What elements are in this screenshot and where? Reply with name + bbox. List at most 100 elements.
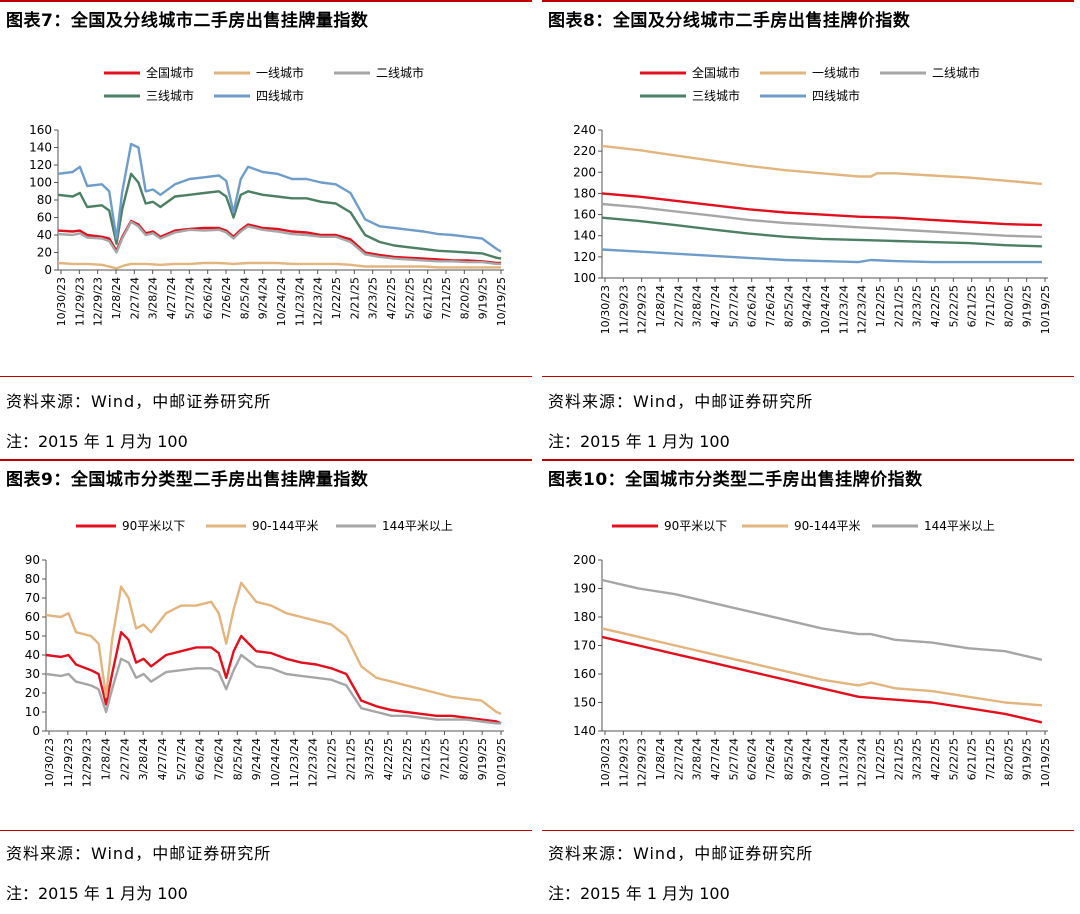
x-tick-label: 4/22/25 [382, 738, 395, 780]
series-line [57, 220, 502, 266]
y-tick-label: 10 [25, 705, 40, 719]
legend-label: 全国城市 [146, 65, 194, 80]
x-tick-label: 7/26/24 [764, 738, 777, 780]
y-tick-label: 0 [32, 724, 40, 738]
legend-label: 全国城市 [692, 65, 740, 80]
chart-title: 图表10：全国城市分类型二手房出售挂牌价指数 [548, 470, 923, 490]
x-tick-label: 6/26/24 [746, 738, 759, 780]
y-tick-label: 150 [573, 696, 596, 710]
x-tick-label: 1/28/24 [654, 285, 667, 327]
y-tick-label: 70 [25, 591, 40, 605]
x-tick-label: 10/19/25 [1039, 285, 1052, 334]
x-tick-label: 3/28/24 [147, 277, 160, 319]
x-tick-label: 8/20/25 [1002, 738, 1015, 780]
chart-title: 图表9：全国城市分类型二手房出售挂牌量指数 [6, 470, 369, 490]
footnote: 注：2015 年 1 月为 100 [548, 884, 730, 903]
x-tick-label: 9/24/24 [250, 738, 263, 780]
source-note: 资料来源：Wind，中邮证券研究所 [548, 392, 814, 411]
series-line [601, 144, 1043, 186]
x-tick-label: 4/22/25 [385, 277, 398, 319]
y-tick-label: 80 [37, 193, 52, 207]
x-tick-label: 7/26/24 [764, 285, 777, 327]
x-tick-label: 5/22/25 [401, 738, 414, 780]
footnote: 注：2015 年 1 月为 100 [6, 884, 188, 903]
x-tick-label: 2/21/25 [892, 285, 905, 327]
x-tick-label: 10/24/24 [275, 277, 288, 326]
series-line [45, 581, 502, 716]
x-tick-label: 2/21/25 [348, 277, 361, 319]
x-tick-label: 10/30/23 [43, 738, 56, 787]
legend-label: 四线城市 [812, 88, 860, 103]
x-tick-label: 8/25/24 [782, 285, 795, 327]
x-tick-label: 8/25/24 [231, 738, 244, 780]
x-tick-label: 11/23/24 [288, 738, 301, 787]
x-tick-label: 7/21/25 [984, 738, 997, 780]
x-tick-label: 1/28/24 [654, 738, 667, 780]
x-tick-label: 6/21/25 [422, 277, 435, 319]
x-tick-label: 10/30/23 [55, 277, 68, 326]
x-tick-label: 2/21/25 [344, 738, 357, 780]
x-tick-label: 3/23/25 [911, 285, 924, 327]
legend-label: 144平米以上 [924, 519, 995, 533]
panel-top-rule [0, 0, 532, 2]
legend-label: 二线城市 [376, 65, 424, 80]
legend-label: 90-144平米 [252, 519, 319, 533]
panel-bottom-rule [0, 376, 532, 377]
x-tick-label: 10/19/25 [1039, 738, 1052, 787]
y-tick-label: 80 [25, 572, 40, 586]
x-tick-label: 8/20/25 [458, 277, 471, 319]
chart-panel-10: 图表10：全国城市分类型二手房出售挂牌价指数 140 150 160 170 180 19… [542, 459, 1074, 914]
x-tick-label: 11/29/23 [617, 285, 630, 334]
x-tick-label: 8/20/25 [457, 738, 470, 780]
y-tick-label: 50 [25, 629, 40, 643]
y-tick-label: 100 [29, 176, 52, 190]
x-tick-label: 3/28/24 [691, 738, 704, 780]
x-tick-label: 12/23/24 [856, 738, 869, 787]
x-tick-label: 12/23/24 [312, 277, 325, 326]
legend-label: 三线城市 [146, 88, 194, 103]
x-tick-label: 1/22/25 [874, 285, 887, 327]
x-tick-label: 7/26/24 [213, 738, 226, 780]
x-tick-label: 8/25/24 [782, 738, 795, 780]
y-tick-label: 60 [25, 610, 40, 624]
x-tick-label: 6/21/25 [420, 738, 433, 780]
panel-top-rule [0, 459, 532, 461]
y-tick-label: 40 [25, 648, 40, 662]
y-tick-label: 170 [573, 639, 596, 653]
x-tick-label: 5/27/24 [727, 738, 740, 780]
chart-panel-8: 图表8：全国及分线城市二手房出售挂牌价指数 100 120 140 160 180 200… [542, 0, 1074, 455]
y-tick-label: 120 [29, 158, 52, 172]
y-tick-label: 180 [573, 186, 596, 200]
x-tick-label: 1/22/25 [326, 738, 339, 780]
x-tick-label: 7/21/25 [440, 277, 453, 319]
panel-bottom-rule [542, 830, 1074, 831]
series-line [45, 653, 501, 725]
legend-label: 90平米以下 [664, 519, 727, 533]
y-tick-label: 160 [29, 123, 52, 137]
x-tick-label: 3/28/24 [691, 285, 704, 327]
x-tick-label: 1/22/25 [330, 277, 343, 319]
y-tick-label: 180 [573, 610, 596, 624]
series-line [601, 192, 1042, 227]
y-tick-label: 30 [25, 667, 40, 681]
footnote: 注：2015 年 1 月为 100 [548, 432, 730, 451]
x-tick-label: 11/23/24 [293, 277, 306, 326]
legend-label: 三线城市 [692, 88, 740, 103]
series-line [45, 631, 502, 725]
x-tick-label: 8/20/25 [1002, 285, 1015, 327]
x-tick-label: 9/19/25 [477, 277, 490, 319]
x-tick-label: 4/22/25 [929, 738, 942, 780]
x-tick-label: 5/27/24 [727, 285, 740, 327]
chart-title: 图表8：全国及分线城市二手房出售挂牌价指数 [548, 11, 911, 31]
legend-label: 二线城市 [932, 65, 980, 80]
x-tick-label: 9/24/24 [801, 285, 814, 327]
series-line [601, 202, 1042, 238]
x-tick-label: 12/23/24 [856, 285, 869, 334]
x-tick-label: 10/24/24 [819, 285, 832, 334]
y-tick-label: 60 [37, 211, 52, 225]
x-tick-label: 4/27/24 [709, 285, 722, 327]
x-tick-label: 10/19/25 [495, 738, 508, 787]
panel-top-rule [542, 0, 1074, 2]
y-tick-label: 140 [29, 141, 52, 155]
x-tick-label: 7/21/25 [439, 738, 452, 780]
